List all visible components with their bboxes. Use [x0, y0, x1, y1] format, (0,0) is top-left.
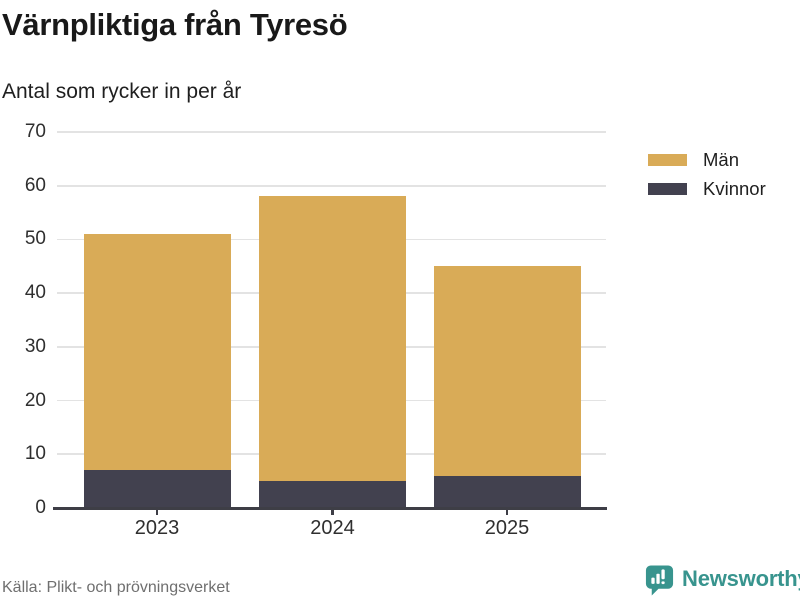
y-axis-tick-label-0: 0: [35, 497, 46, 518]
bar-segment-män-2023: [83, 234, 231, 471]
bar-segment-kvinnor-2023: [83, 470, 231, 508]
chart-subtitle: Antal som rycker in per år: [2, 80, 242, 103]
page-title: Värnpliktiga från Tyresö: [2, 7, 348, 42]
x-axis-tick-label-2024: 2024: [310, 517, 355, 539]
newsworthy-wordmark: Newsworthy: [682, 566, 800, 591]
legend-label-man: Män: [703, 149, 739, 170]
bar-segment-kvinnor-2025: [433, 475, 581, 508]
x-axis-line: [53, 506, 607, 510]
x-axis-tick-label-2025: 2025: [484, 517, 530, 539]
legend-label-kvinnor: Kvinnor: [703, 178, 766, 199]
newsworthy-logo: Newsworthy: [644, 563, 800, 597]
legend-item-kvinnor: Kvinnor: [648, 177, 766, 201]
legend-swatch-man: [648, 154, 687, 166]
legend-item-man: Män: [648, 148, 766, 172]
y-axis-tick-label-20: 20: [24, 389, 46, 411]
newsworthy-bubble-chart-icon: [645, 565, 674, 596]
x-axis-tick-label-2023: 2023: [134, 517, 180, 539]
y-axis-tick-label-30: 30: [24, 335, 46, 357]
x-axis-tick-2025: [505, 508, 509, 515]
y-axis-tick-label-50: 50: [24, 228, 46, 250]
bar-segment-kvinnor-2024: [259, 481, 406, 508]
y-axis-tick-label-40: 40: [24, 282, 46, 304]
bar-segment-män-2024: [259, 196, 406, 482]
source-note: Källa: Plikt- och prövningsverket: [2, 579, 230, 596]
legend: Män Kvinnor: [648, 148, 766, 201]
bar-segment-män-2025: [433, 266, 581, 476]
legend-swatch-kvinnor: [648, 183, 687, 195]
gridline-y-60: [57, 184, 606, 187]
x-axis-tick-2023: [155, 508, 159, 515]
y-axis-tick-label-60: 60: [24, 174, 46, 196]
x-axis-tick-2024: [331, 508, 334, 515]
y-axis-tick-label-70: 70: [24, 121, 46, 142]
y-axis-tick-label-10: 10: [24, 443, 46, 465]
gridline-y-70: [57, 131, 606, 133]
